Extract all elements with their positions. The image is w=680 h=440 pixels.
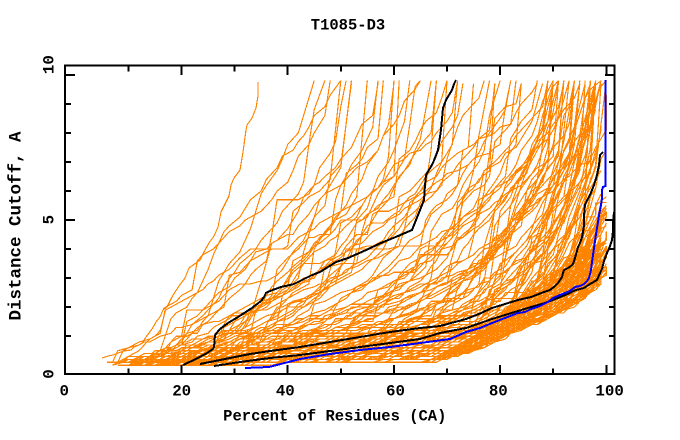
svg-text:Distance Cutoff, A: Distance Cutoff, A	[7, 131, 27, 321]
svg-text:80: 80	[489, 382, 508, 400]
svg-text:0: 0	[41, 369, 59, 378]
svg-text:60: 60	[386, 382, 405, 400]
svg-text:10: 10	[41, 55, 59, 74]
svg-text:T1085-D3: T1085-D3	[311, 17, 385, 35]
svg-text:5: 5	[41, 215, 59, 224]
svg-text:100: 100	[595, 382, 623, 400]
svg-text:Percent of Residues (CA): Percent of Residues (CA)	[223, 408, 446, 426]
svg-text:20: 20	[172, 382, 191, 400]
svg-text:40: 40	[276, 382, 295, 400]
svg-text:0: 0	[59, 382, 68, 400]
